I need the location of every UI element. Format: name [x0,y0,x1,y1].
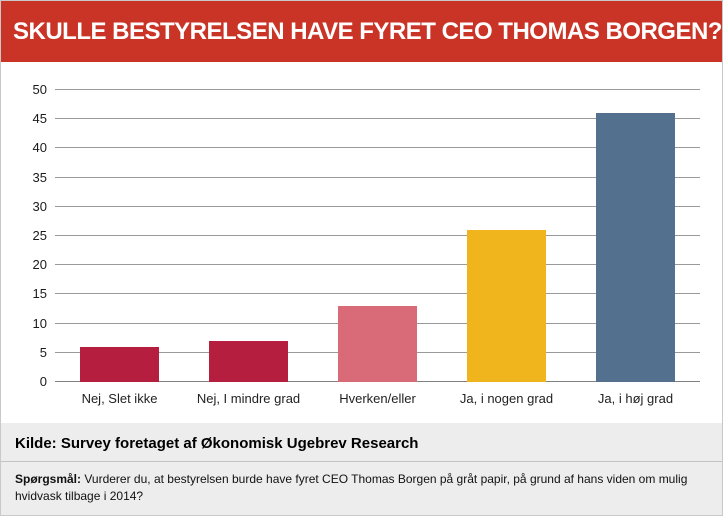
bar-1 [79,346,160,382]
gridline-50: 50 [33,82,700,97]
x-axis-category-label: Nej, Slet ikke [81,391,158,406]
y-axis-tick-label: 15 [32,286,47,302]
gridline-15: 15 [33,286,700,301]
y-axis-tick-label: 5 [39,344,47,360]
question-label: Spørgsmål: [15,472,82,487]
bar-slot [313,90,442,382]
bar-4 [466,230,547,382]
source-text: Kilde: Survey foretaget af Økonomisk Uge… [15,435,419,453]
y-axis-tick-label: 10 [32,315,47,331]
footer-divider [1,461,722,463]
x-axis-category-label: Nej, I mindre grad [196,391,301,406]
y-axis-tick-label: 45 [32,111,47,127]
gridline-20: 20 [33,257,700,272]
title-banner: SKULLE BESTYRELSEN HAVE FYRET CEO THOMAS… [1,1,722,62]
gridline-25: 25 [33,228,700,243]
bar-5 [595,113,676,382]
plot-area: 0 5 10 15 20 25 30 35 40 45 50 [33,82,700,389]
bar-slot [184,90,313,382]
gridline-30: 30 [33,199,700,214]
bar-3 [337,306,418,382]
bar-slot [571,90,700,382]
y-axis-tick-label: 50 [32,82,47,97]
x-axis-category-label: Ja, i nogen grad [459,391,554,406]
bar-slot [55,90,184,382]
x-axis-labels: Nej, Slet ikke Nej, I mindre grad Hverken/… [55,391,700,406]
question-body: Vurderer du, at bestyrelsen burde have f… [15,472,688,504]
y-axis-tick-label: 20 [32,257,47,273]
bar-slot [442,90,571,382]
footer: Kilde: Survey foretaget af Økonomisk Uge… [1,423,722,515]
y-axis-tick-label: 30 [32,198,47,214]
y-axis-tick-label: 40 [32,140,47,156]
gridline-45: 45 [33,111,700,126]
gridline-40: 40 [33,140,700,155]
question-text: Spørgsmål: Vurderer du, at bestyrelsen b… [1,462,722,515]
y-axis-tick-label: 25 [32,228,47,243]
gridline-35: 35 [33,170,700,185]
x-axis-category-label: Hverken/eller [339,391,416,406]
y-axis-tick-label: 0 [39,374,47,389]
bar-2 [208,341,289,382]
chart-title: SKULLE BESTYRELSEN HAVE FYRET CEO THOMAS… [13,17,722,45]
x-axis-category-label: Ja, i høj grad [597,391,674,406]
bars-layer [55,90,700,382]
bar-chart: 0 5 10 15 20 25 30 35 40 45 50 Nej, Slet ikke Nej, … [1,62,722,406]
y-axis-tick-label: 35 [32,169,47,185]
